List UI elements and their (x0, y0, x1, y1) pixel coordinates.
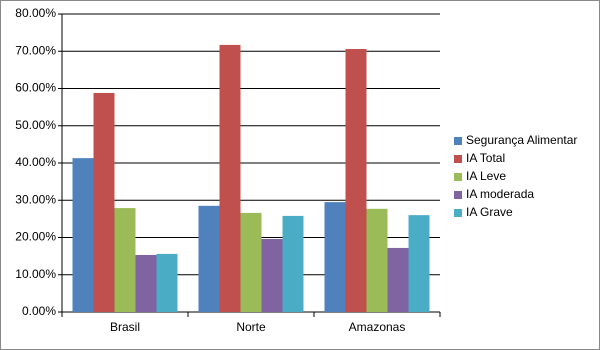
bar (93, 92, 115, 312)
y-tick-label: 10.00% (15, 267, 56, 281)
bar (114, 208, 136, 312)
y-tick-label: 60.00% (15, 81, 56, 95)
legend-swatch (454, 155, 462, 163)
x-tick-label: Brasil (110, 320, 140, 334)
y-tick-label: 50.00% (15, 118, 56, 132)
bar (387, 247, 409, 312)
bar (198, 205, 220, 312)
bar (366, 208, 388, 312)
bar (72, 158, 94, 312)
legend-swatch (454, 137, 462, 145)
legend-label: IA Total (466, 151, 505, 165)
x-tick-label: Amazonas (349, 320, 406, 334)
bar (219, 44, 241, 312)
x-tick-label: Norte (236, 320, 266, 334)
legend-label: IA moderada (466, 187, 534, 201)
legend-swatch (454, 173, 462, 181)
y-tick-label: 40.00% (15, 155, 56, 169)
y-tick-label: 20.00% (15, 230, 56, 244)
legend-label: IA Grave (466, 205, 513, 219)
y-tick-label: 80.00% (15, 6, 56, 20)
legend-label: Segurança Alimentar (466, 133, 577, 147)
bar (282, 215, 304, 312)
bar (135, 255, 157, 312)
y-tick-label: 70.00% (15, 43, 56, 57)
bar (324, 202, 346, 312)
legend-swatch (454, 209, 462, 217)
y-tick-label: 0.00% (22, 304, 56, 318)
bar (156, 253, 178, 312)
bar (408, 215, 430, 312)
bar (261, 238, 283, 312)
bar (345, 49, 367, 312)
legend-label: IA Leve (466, 169, 506, 183)
bar (240, 212, 262, 312)
y-tick-label: 30.00% (15, 192, 56, 206)
legend-swatch (454, 191, 462, 199)
